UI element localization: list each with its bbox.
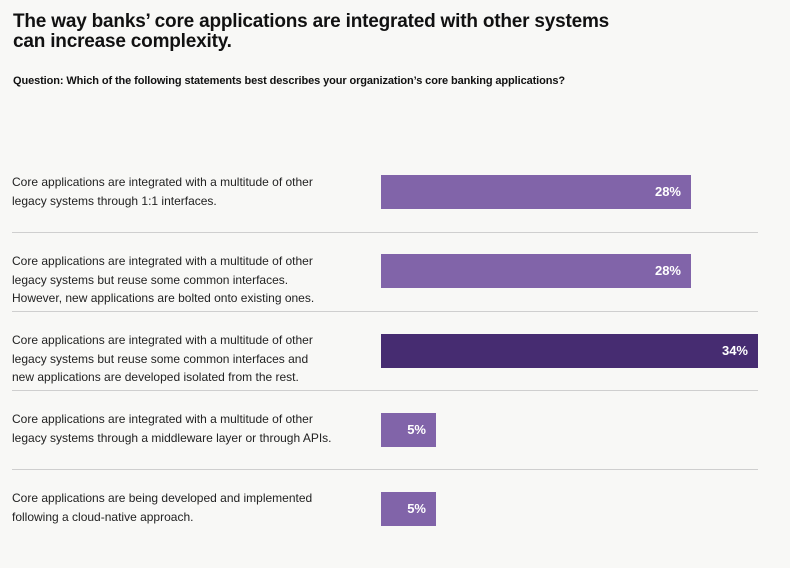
- row-divider: [12, 311, 758, 312]
- survey-question: Question: Which of the following stateme…: [13, 75, 565, 87]
- category-label-line: legacy systems but reuse some common int…: [12, 272, 289, 287]
- bar-value-label: 28%: [654, 263, 681, 278]
- bar-value-label: 34%: [721, 343, 748, 358]
- category-label-line: legacy systems through a middleware laye…: [12, 430, 332, 445]
- category-label-line: However, new applications are bolted ont…: [12, 291, 315, 305]
- category-label-line: following a cloud-native approach.: [12, 509, 194, 524]
- chart-title-line-1: The way banks’ core applications are int…: [13, 11, 610, 32]
- chart-title: The way banks’ core applications are int…: [13, 12, 713, 52]
- bar: 34%: [381, 334, 758, 368]
- row-divider: [12, 232, 758, 233]
- bar: 28%: [381, 254, 691, 288]
- category-label: Core applications are being developed an…: [12, 489, 367, 526]
- category-label-line: Core applications are integrated with a …: [12, 254, 313, 268]
- category-label-line: legacy systems but reuse some common int…: [12, 351, 309, 366]
- category-label: Core applications are integrated with a …: [12, 173, 367, 210]
- bar-value-label: 28%: [654, 184, 681, 199]
- row-divider: [12, 469, 758, 470]
- category-label: Core applications are integrated with a …: [12, 410, 367, 447]
- category-label-line: Core applications are integrated with a …: [12, 175, 313, 189]
- bar-value-label: 5%: [407, 501, 426, 516]
- category-label: Core applications are integrated with a …: [12, 331, 367, 387]
- bar: 5%: [381, 413, 436, 447]
- chart-title-line-2: can increase complexity.: [13, 31, 232, 52]
- category-label-line: Core applications are being developed an…: [12, 491, 313, 505]
- category-label: Core applications are integrated with a …: [12, 252, 367, 308]
- bar: 28%: [381, 175, 691, 209]
- category-label-line: legacy systems through 1:1 interfaces.: [12, 193, 217, 208]
- category-label-line: new applications are developed isolated …: [12, 370, 299, 384]
- category-label-line: Core applications are integrated with a …: [12, 412, 313, 426]
- bar: 5%: [381, 492, 436, 526]
- bar-value-label: 5%: [407, 422, 426, 437]
- row-divider: [12, 390, 758, 391]
- category-label-line: Core applications are integrated with a …: [12, 333, 313, 347]
